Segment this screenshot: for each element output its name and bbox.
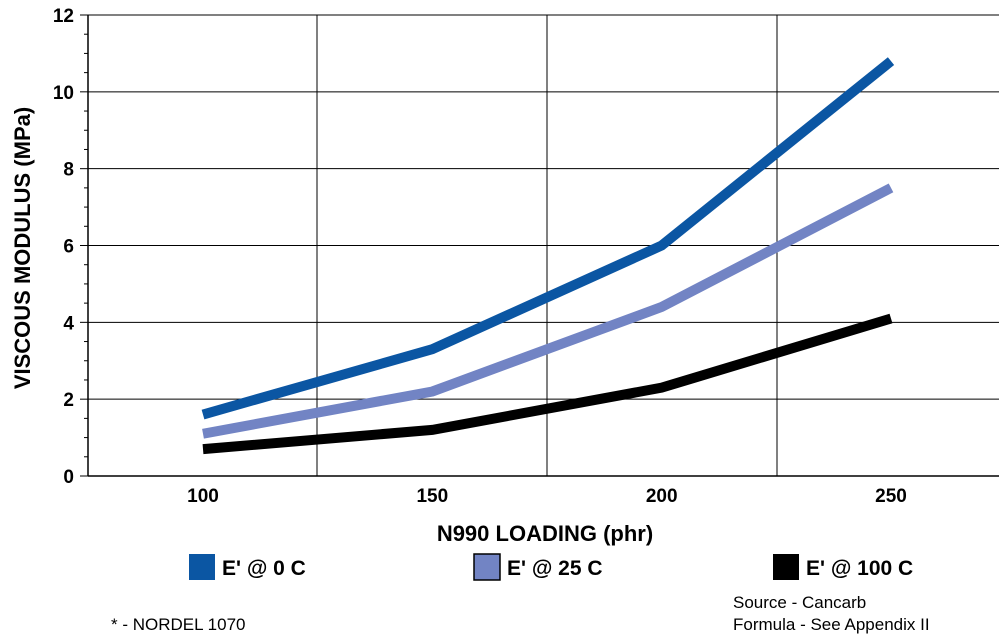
legend-swatch-1: [189, 554, 215, 580]
y-tick-label: 6: [63, 237, 74, 258]
y-tick-label: 0: [63, 467, 74, 488]
y-tick-label: 2: [63, 390, 74, 411]
y-tick-label: 12: [53, 6, 74, 27]
legend-label-1: E' @ 0 C: [222, 557, 306, 580]
y-tick-label: 4: [63, 313, 74, 334]
y-tick-label: 10: [53, 83, 74, 104]
x-tick-label: 150: [416, 486, 448, 507]
x-tick-label: 200: [646, 486, 678, 507]
series-line-1: [201, 57, 895, 420]
series-line-2: [202, 183, 894, 439]
x-tick-label: 250: [875, 486, 907, 507]
legend-swatch-2: [473, 553, 501, 581]
legend: E' @ 0 C E' @ 25 C E' @ 100 C: [189, 553, 913, 581]
x-tick-label: 100: [187, 486, 219, 507]
x-axis-title: N990 LOADING (phr): [437, 521, 653, 546]
legend-label-2: E' @ 25 C: [507, 557, 603, 580]
source-note: Source - Cancarb: [733, 593, 866, 612]
axes: 0 2 4 6 8 10 12 100 150 200 250: [53, 6, 999, 507]
legend-swatch-3: [773, 554, 799, 580]
formula-note: Formula - See Appendix II: [733, 615, 930, 634]
footnote: * - NORDEL 1070: [111, 615, 245, 634]
legend-label-3: E' @ 100 C: [806, 557, 913, 580]
series-line-3: [202, 313, 893, 455]
y-axis-title: VISCOUS MODULUS (MPa): [10, 107, 35, 389]
y-tick-label: 8: [63, 160, 74, 181]
series-lines: [201, 57, 895, 455]
